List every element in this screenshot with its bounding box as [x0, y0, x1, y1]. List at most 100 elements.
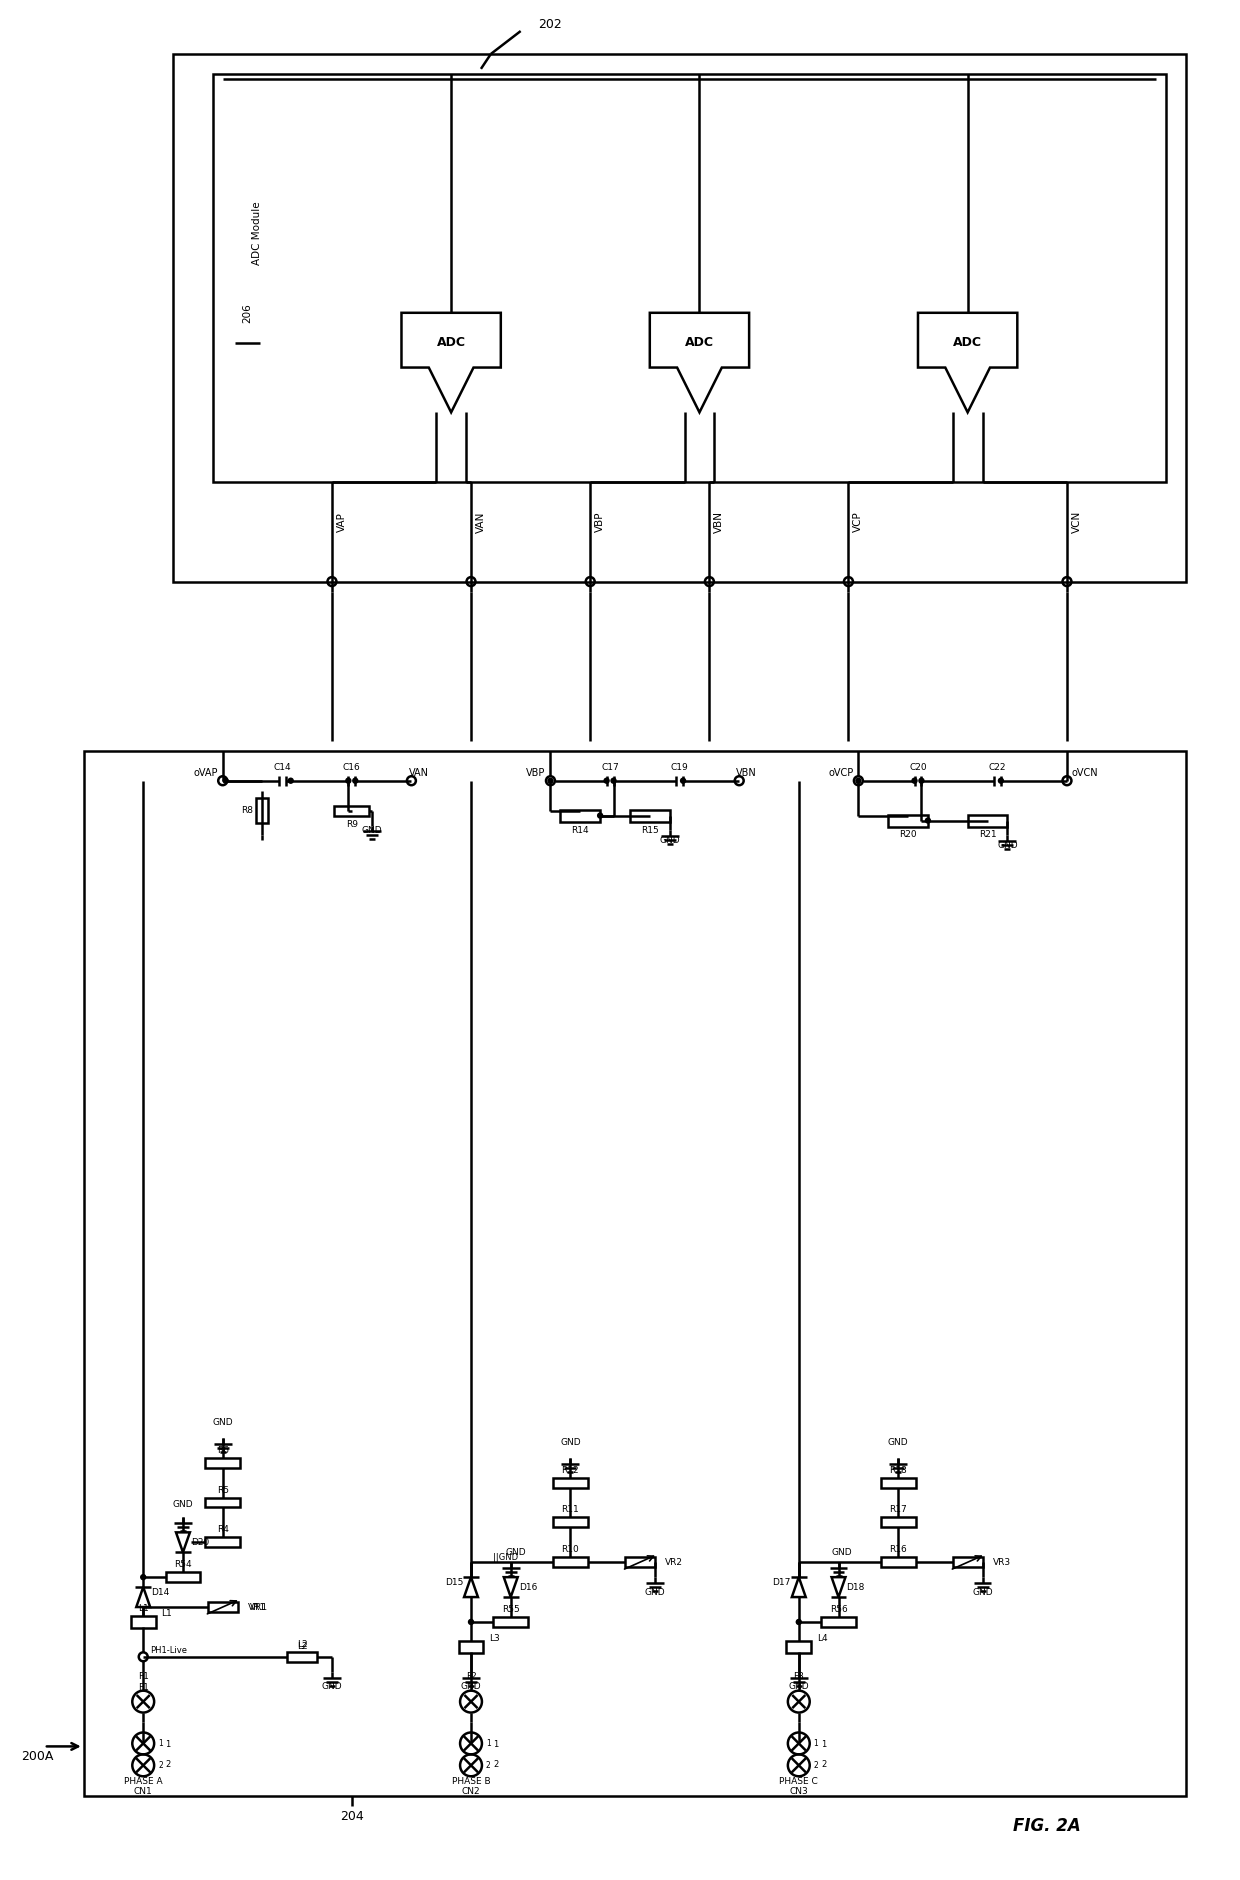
Bar [786, 1641, 811, 1653]
Polygon shape [464, 1577, 477, 1598]
Text: GND: GND [321, 1683, 342, 1692]
Text: PHASE B: PHASE B [451, 1777, 490, 1786]
Circle shape [288, 778, 293, 784]
Text: C17: C17 [601, 763, 619, 773]
Bar [206, 1498, 241, 1508]
Bar [967, 814, 1007, 827]
Text: VAN: VAN [476, 511, 486, 532]
Text: R56: R56 [830, 1606, 847, 1615]
Circle shape [681, 778, 686, 784]
Text: R21: R21 [978, 831, 996, 840]
Circle shape [998, 778, 1003, 784]
Text: R55: R55 [502, 1606, 520, 1615]
Text: 2: 2 [494, 1760, 498, 1769]
Text: GND: GND [212, 1418, 233, 1427]
Text: 1: 1 [821, 1739, 826, 1748]
Bar [257, 799, 268, 823]
Circle shape [611, 778, 616, 784]
Text: GND: GND [506, 1547, 526, 1557]
Text: C19: C19 [671, 763, 688, 773]
Text: GND: GND [831, 1547, 852, 1557]
Bar [553, 1517, 588, 1527]
Text: FIG. 2A: FIG. 2A [1013, 1818, 1081, 1835]
Text: VR1: VR1 [248, 1602, 265, 1611]
Text: CN2: CN2 [461, 1786, 480, 1795]
Circle shape [346, 778, 351, 784]
Bar [130, 1617, 156, 1628]
Text: VR3: VR3 [992, 1559, 1011, 1566]
Text: 1: 1 [813, 1739, 818, 1748]
Text: GND: GND [461, 1683, 481, 1692]
Bar [553, 1557, 588, 1568]
Bar [208, 1602, 238, 1611]
Circle shape [925, 818, 930, 823]
Text: R17: R17 [889, 1506, 906, 1515]
Text: F1: F1 [138, 1671, 149, 1681]
Bar [560, 810, 600, 822]
Circle shape [919, 778, 924, 784]
Text: CN3: CN3 [790, 1786, 808, 1795]
Text: F1: F1 [138, 1683, 149, 1692]
Text: L2: L2 [296, 1639, 308, 1649]
Text: ADC Module: ADC Module [253, 201, 263, 265]
Text: GND: GND [361, 825, 382, 835]
Text: R15: R15 [641, 825, 658, 835]
Text: D17: D17 [773, 1577, 791, 1587]
Text: CN1: CN1 [134, 1786, 153, 1795]
Text: ADC: ADC [954, 337, 982, 350]
Text: 206: 206 [243, 303, 253, 323]
Bar [821, 1617, 856, 1626]
Text: C16: C16 [343, 763, 361, 773]
Text: GND: GND [997, 840, 1018, 850]
Text: R14: R14 [572, 825, 589, 835]
Bar [880, 1517, 915, 1527]
Polygon shape [792, 1577, 806, 1598]
Circle shape [141, 1575, 146, 1579]
Text: 1: 1 [159, 1739, 162, 1748]
Text: GND: GND [560, 1438, 580, 1448]
Polygon shape [918, 312, 1017, 412]
Text: R11: R11 [562, 1506, 579, 1515]
Text: R4: R4 [217, 1525, 228, 1534]
Text: F3: F3 [794, 1671, 805, 1681]
Text: 202: 202 [538, 17, 563, 30]
Text: GND: GND [645, 1587, 665, 1596]
Text: D20: D20 [191, 1538, 210, 1547]
Text: oVAP: oVAP [193, 767, 218, 778]
Text: 2: 2 [813, 1762, 818, 1769]
Bar [288, 1653, 317, 1662]
Text: VAN: VAN [408, 767, 429, 778]
Text: ADC: ADC [684, 337, 714, 350]
Text: F2: F2 [466, 1671, 476, 1681]
Text: PH1-Live: PH1-Live [150, 1647, 187, 1654]
Text: VR1: VR1 [249, 1602, 268, 1611]
Text: R18: R18 [889, 1466, 906, 1474]
Text: VBN: VBN [737, 767, 756, 778]
Text: C22: C22 [988, 763, 1006, 773]
Circle shape [223, 778, 228, 784]
Text: D15: D15 [445, 1577, 463, 1587]
Text: 2: 2 [486, 1762, 491, 1769]
Text: L1: L1 [138, 1604, 149, 1613]
Text: VR2: VR2 [665, 1559, 683, 1566]
Bar [206, 1538, 241, 1547]
Text: D16: D16 [518, 1583, 537, 1592]
Text: oVCP: oVCP [828, 767, 853, 778]
Bar [459, 1641, 484, 1653]
Text: GND: GND [789, 1683, 810, 1692]
Text: oVCN: oVCN [1071, 767, 1099, 778]
Text: C14: C14 [274, 763, 291, 773]
Text: VBP: VBP [595, 511, 605, 532]
Polygon shape [402, 312, 501, 412]
Circle shape [913, 778, 918, 784]
Text: 2: 2 [159, 1762, 162, 1769]
Bar [166, 1572, 201, 1583]
Bar [213, 73, 1167, 481]
Text: R6: R6 [217, 1446, 228, 1455]
Text: ADC: ADC [436, 337, 466, 350]
Text: VBN: VBN [714, 511, 724, 532]
Text: R5: R5 [217, 1485, 228, 1495]
Text: L1: L1 [161, 1609, 172, 1619]
Bar [625, 1557, 655, 1568]
Text: VCN: VCN [1071, 511, 1083, 534]
